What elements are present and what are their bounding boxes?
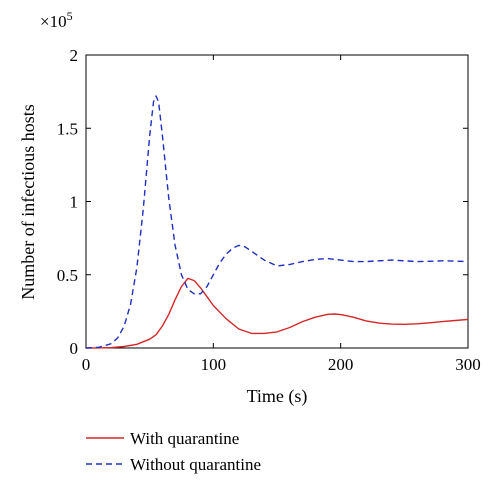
legend: With quarantine Without quarantine (86, 429, 261, 474)
y-tick-label: 2 (70, 46, 79, 65)
y-axis-label: Number of infectious hosts (18, 104, 38, 299)
series-line-2 (85, 95, 469, 349)
x-tick-label: 0 (82, 355, 91, 374)
y-tick-label: 0 (70, 339, 79, 358)
plot-area: 0 100 200 300 0 0.5 1 1.5 2 (57, 46, 481, 374)
y-tick-label: 1.5 (57, 119, 78, 138)
legend-label-2: Without quarantine (130, 455, 261, 474)
x-axis-label: Time (s) (247, 386, 308, 407)
x-tick-label: 300 (455, 355, 481, 374)
series-line-1 (85, 277, 469, 349)
y-tick-label: 1 (70, 193, 79, 212)
y-tick-label: 0.5 (57, 266, 78, 285)
x-tick-label: 100 (201, 355, 227, 374)
legend-label-1: With quarantine (130, 429, 239, 448)
x-tick-label: 200 (328, 355, 354, 374)
y-multiplier: ×105 (40, 9, 73, 31)
